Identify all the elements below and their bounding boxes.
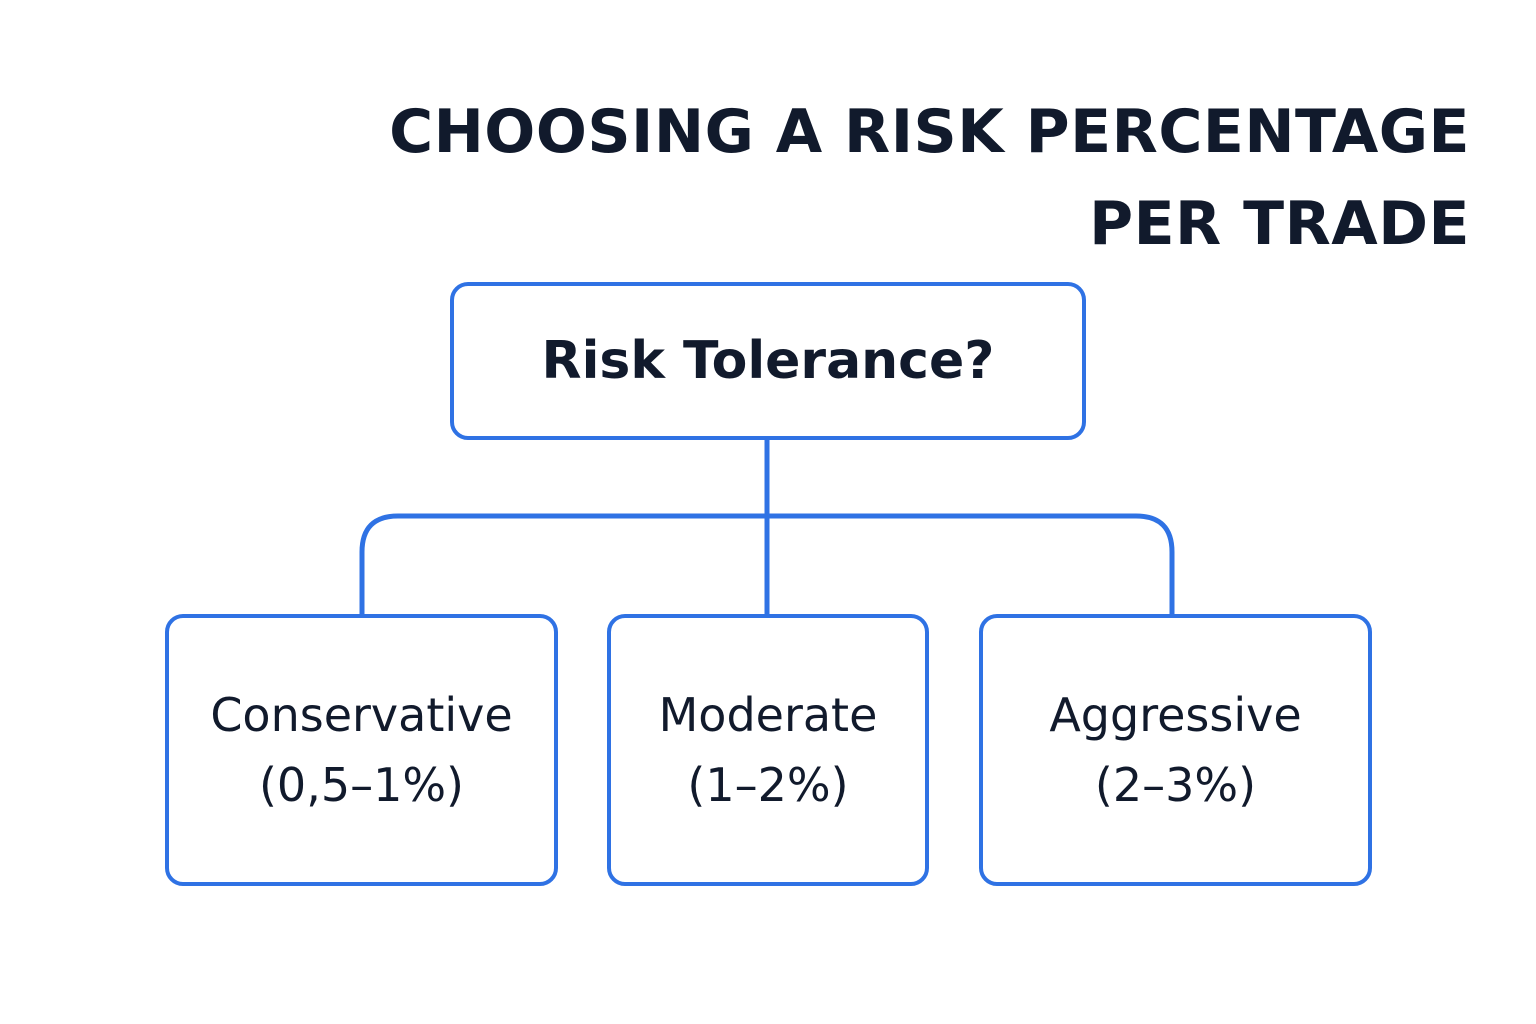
page-title: CHOOSING A RISK PERCENTAGE PER TRADE xyxy=(270,86,1470,270)
option-range: (0,5–1%) xyxy=(258,758,465,812)
root-node-label: Risk Tolerance? xyxy=(541,331,995,391)
title-line-1: CHOOSING A RISK PERCENTAGE xyxy=(389,97,1470,167)
option-name: Moderate xyxy=(658,688,878,742)
option-node-aggressive: Aggressive (2–3%) xyxy=(979,614,1372,886)
option-range: (2–3%) xyxy=(1094,758,1257,812)
option-node-conservative: Conservative (0,5–1%) xyxy=(165,614,558,886)
option-name: Aggressive xyxy=(1049,688,1302,742)
title-line-2: PER TRADE xyxy=(1089,189,1470,259)
option-node-moderate: Moderate (1–2%) xyxy=(607,614,929,886)
connector-branch-left xyxy=(359,513,770,617)
option-name: Conservative xyxy=(210,688,513,742)
option-range: (1–2%) xyxy=(687,758,849,812)
connector-branch-right xyxy=(764,513,1175,617)
root-node-risk-tolerance: Risk Tolerance? xyxy=(450,282,1086,440)
